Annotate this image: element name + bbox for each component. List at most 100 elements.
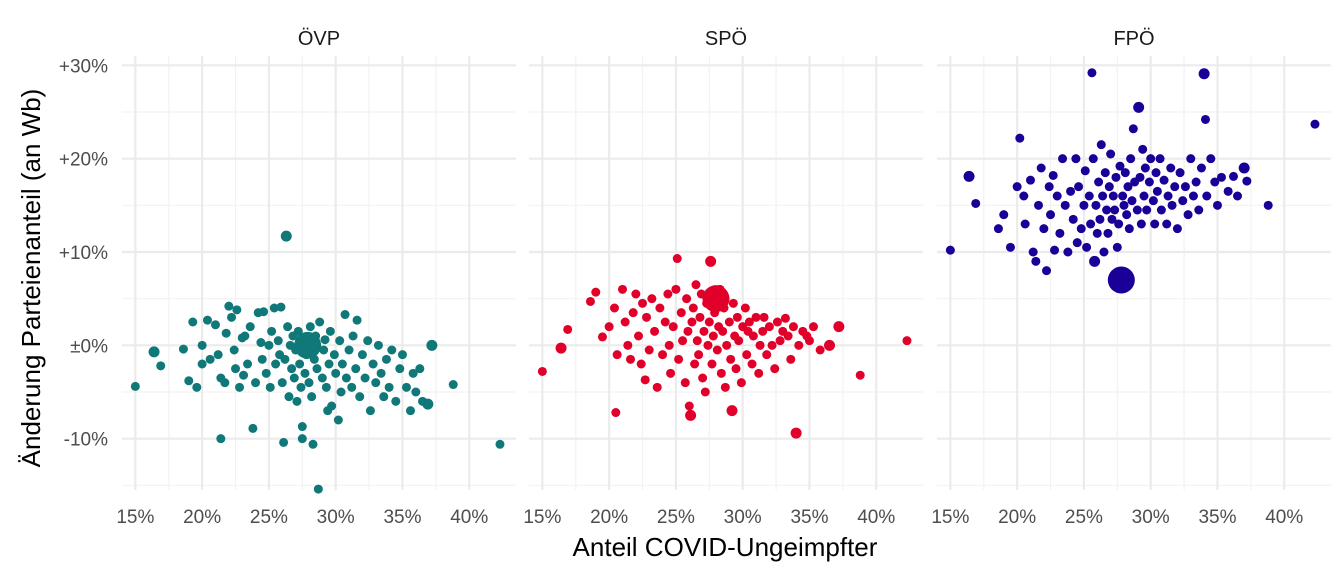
data-point	[1076, 224, 1086, 234]
data-point	[1188, 191, 1198, 201]
data-point	[405, 406, 415, 416]
data-point	[315, 317, 325, 327]
data-point	[636, 359, 646, 369]
data-point	[1156, 205, 1166, 215]
data-point	[1087, 68, 1097, 78]
data-point	[148, 346, 160, 358]
data-point	[1170, 182, 1180, 192]
x-tick-label: 40%	[857, 507, 895, 528]
x-tick-label: 20%	[183, 507, 221, 528]
data-point	[1110, 205, 1120, 215]
data-point	[355, 392, 365, 402]
data-point	[1238, 162, 1250, 174]
x-tick-label: 25%	[1065, 507, 1103, 528]
data-point	[240, 331, 250, 341]
data-point	[804, 336, 814, 346]
data-point	[683, 326, 693, 336]
data-point	[277, 378, 287, 388]
data-point	[724, 317, 734, 327]
data-point	[408, 368, 418, 378]
data-point	[397, 350, 407, 360]
data-point	[1229, 171, 1239, 181]
data-point	[336, 387, 346, 397]
data-point	[715, 284, 725, 294]
data-point	[744, 317, 754, 327]
data-point	[631, 289, 641, 299]
data-point	[256, 338, 266, 348]
data-point	[232, 305, 242, 315]
data-point	[770, 364, 780, 374]
data-point	[612, 350, 622, 360]
x-tick-label: 40%	[450, 507, 488, 528]
data-point	[685, 409, 697, 421]
data-point	[1242, 176, 1252, 186]
data-point	[1055, 228, 1065, 238]
data-point	[317, 373, 327, 383]
data-point	[728, 298, 738, 308]
data-point	[716, 368, 726, 378]
facet-label: FPÖ	[1113, 28, 1154, 50]
data-point	[305, 322, 315, 332]
data-point	[259, 307, 269, 317]
x-tick-label: 30%	[724, 507, 762, 528]
data-point	[623, 340, 633, 350]
y-tick-label: +30%	[59, 56, 108, 77]
data-point	[401, 382, 411, 392]
data-point	[331, 368, 341, 378]
x-tick-label: 15%	[116, 507, 154, 528]
y-tick-label: -10%	[64, 430, 108, 451]
data-point	[597, 332, 607, 342]
data-point	[221, 328, 231, 338]
data-point	[672, 254, 682, 264]
data-point	[243, 359, 253, 369]
data-point	[365, 406, 375, 416]
data-point	[682, 294, 692, 304]
data-point	[248, 423, 258, 433]
data-point	[387, 345, 397, 355]
data-point	[1039, 224, 1049, 234]
data-point	[1198, 68, 1210, 80]
data-point	[1128, 124, 1138, 134]
data-point	[296, 382, 306, 392]
data-point	[265, 382, 275, 392]
data-point	[1200, 114, 1210, 124]
data-point	[762, 350, 772, 360]
data-point	[668, 322, 678, 332]
data-point	[1046, 210, 1056, 220]
x-axis-title: Anteil COVID-Ungeimpfter	[573, 532, 878, 562]
data-point	[537, 366, 547, 376]
data-point	[1115, 161, 1125, 171]
data-point	[267, 326, 277, 336]
x-tick-label: 15%	[523, 507, 561, 528]
data-point	[197, 359, 207, 369]
data-point	[640, 375, 650, 385]
data-point	[352, 315, 362, 325]
data-point	[1151, 168, 1161, 178]
data-point	[699, 326, 709, 336]
data-point	[371, 378, 381, 388]
data-point	[1175, 168, 1185, 178]
data-point	[658, 350, 668, 360]
data-point	[368, 359, 378, 369]
data-point	[415, 364, 425, 374]
x-tick-label: 20%	[998, 507, 1036, 528]
data-point	[1052, 191, 1062, 201]
data-point	[319, 345, 329, 355]
data-point	[767, 340, 777, 350]
data-point	[628, 308, 638, 318]
data-point	[347, 382, 357, 392]
data-point	[1086, 219, 1096, 229]
x-tick-label: 35%	[383, 507, 421, 528]
x-tick-label: 15%	[931, 507, 969, 528]
data-point	[674, 354, 684, 364]
data-point	[213, 350, 223, 360]
y-axis-title: Änderung Parteienanteil (an Wb)	[16, 89, 46, 468]
data-point	[1136, 219, 1146, 229]
data-point	[1102, 205, 1112, 215]
data-point	[384, 382, 394, 392]
data-point	[320, 335, 330, 345]
data-point	[1210, 177, 1220, 187]
data-point	[634, 331, 644, 341]
data-point	[448, 380, 458, 390]
data-point	[184, 376, 194, 386]
